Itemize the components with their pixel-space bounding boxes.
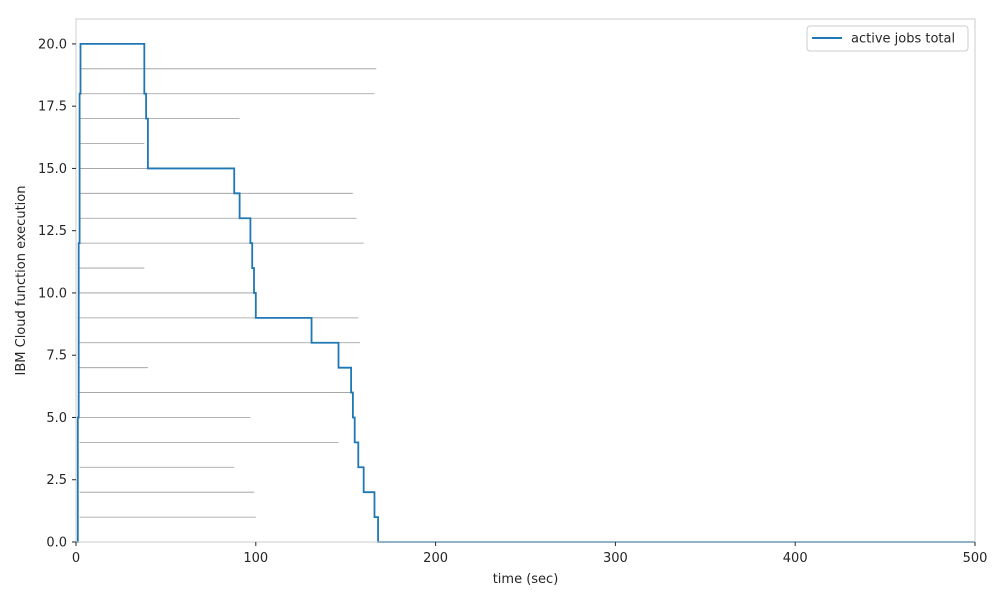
x-tick-label: 100: [243, 551, 268, 566]
y-axis-label: IBM Cloud function execution: [14, 186, 29, 376]
y-tick-label: 0.0: [46, 536, 67, 551]
series-line-active-jobs-total: [76, 43, 975, 543]
legend-box: [806, 25, 969, 52]
series-layer: [76, 43, 975, 543]
y-tick-label: 2.5: [46, 473, 67, 488]
y-tick-label: 12.5: [38, 224, 67, 239]
x-axis: 0 100 200 300 400 500: [72, 542, 988, 566]
x-tick-label: 400: [783, 551, 808, 566]
y-axis: 0.0 2.5 5.0 7.5 10.0 12.5 15.0 17.5 20.0: [38, 37, 76, 551]
plot-background: [76, 19, 975, 542]
y-tick-label: 17.5: [38, 100, 67, 115]
x-tick-label: 300: [603, 551, 628, 566]
y-tick-label: 15.0: [38, 162, 67, 177]
x-tick-label: 200: [423, 551, 448, 566]
x-tick-label: 0: [72, 551, 80, 566]
legend-label: active jobs total: [851, 32, 955, 47]
job-lines: [79, 68, 377, 518]
y-tick-label: 7.5: [46, 349, 67, 364]
x-tick-label: 500: [963, 551, 988, 566]
y-tick-label: 10.0: [38, 286, 67, 301]
y-tick-label: 20.0: [38, 37, 67, 52]
plot-frame: [75, 18, 976, 543]
y-tick-label: 5.0: [46, 411, 67, 426]
x-axis-label: time (sec): [493, 572, 559, 587]
legend: active jobs total: [806, 25, 969, 52]
